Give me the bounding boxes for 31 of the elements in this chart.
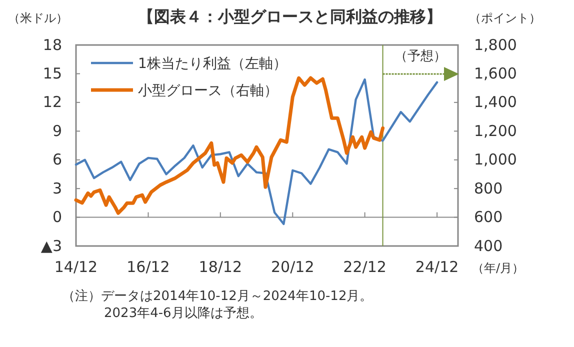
y-tick-label: 0 (52, 208, 62, 226)
y2-tick-label: 400 (474, 236, 503, 255)
y-tick-label: 9 (52, 122, 62, 140)
y-tick-label: 18 (42, 36, 62, 54)
y-tick-label: 15 (42, 64, 62, 83)
x-tick-label: 20/12 (271, 258, 314, 276)
chart-title: 【図表４：小型グロースと同利益の推移】 (138, 7, 442, 26)
y2-tick-label: 600 (474, 208, 503, 226)
y-tick-label: 12 (42, 93, 62, 112)
y2-tick-label: 1,600 (474, 64, 517, 83)
ref-line-label: （予想） (394, 49, 446, 64)
y-tick-label: 6 (52, 150, 62, 169)
y-axis-title: （米ドル） (8, 11, 68, 25)
legend-label: 小型グロース（右軸） (138, 83, 278, 99)
y-tick-label: 3 (52, 179, 62, 198)
y2-tick-label: 1,200 (474, 122, 517, 140)
text: （注）データは2014年10-12月～2024年10-12月。 (62, 289, 373, 304)
x-tick-label: 22/12 (343, 258, 386, 276)
y-tick-label: ▲3 (40, 236, 62, 255)
y2-tick-label: 1,000 (474, 150, 517, 169)
text: 2023年4-6月以降は予想。 (104, 306, 262, 321)
x-tick-label: 18/12 (198, 258, 242, 276)
y2-axis-title: （ポイント） (469, 11, 541, 25)
x-tick-label: 16/12 (126, 258, 170, 276)
x-tick-label: 14/12 (54, 258, 98, 276)
y2-tick-label: 800 (474, 179, 503, 198)
y2-tick-label: 1,800 (474, 36, 517, 54)
legend-label: 1株当たり利益（左軸） (138, 56, 287, 72)
x-axis-title: （年/月） (472, 261, 524, 275)
x-tick-label: 24/12 (415, 258, 459, 276)
y2-tick-label: 1,400 (474, 93, 517, 112)
